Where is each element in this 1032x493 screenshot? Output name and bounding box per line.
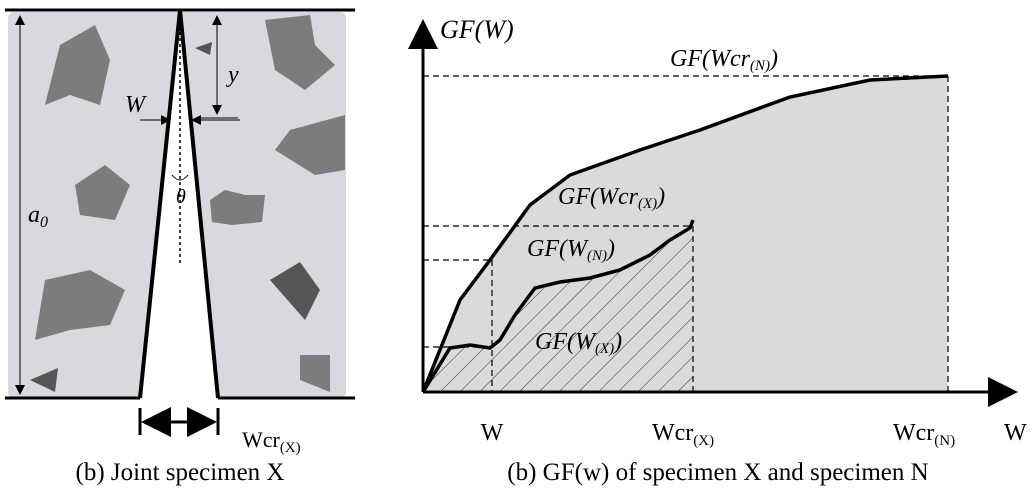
label-y: y <box>226 62 239 88</box>
label-wcr-x: Wcr(X) <box>242 427 301 456</box>
x-label: W <box>1004 420 1027 446</box>
label-w: W <box>125 92 147 118</box>
figure: W y a0 θ Wcr(X) (b) Joint specimen X GF(… <box>0 0 1032 493</box>
x-label: W <box>481 420 504 446</box>
x-label: Wcr(N) <box>893 420 955 449</box>
caption: (b) Joint specimen X <box>76 459 285 486</box>
label-theta: θ <box>176 186 186 208</box>
annotation: GF(Wcr(N)) <box>670 46 778 74</box>
left-panel: W y a0 θ Wcr(X) (b) Joint specimen X <box>5 10 355 486</box>
y-axis-label: GF(W) <box>440 15 514 44</box>
caption: (b) GF(w) of specimen X and specimen N <box>507 459 928 486</box>
x-label: Wcr(X) <box>652 420 714 449</box>
right-panel: GF(W) GF(Wcr(N)) GF(Wcr(X)) GF(W(N)) GF(… <box>423 15 1027 486</box>
